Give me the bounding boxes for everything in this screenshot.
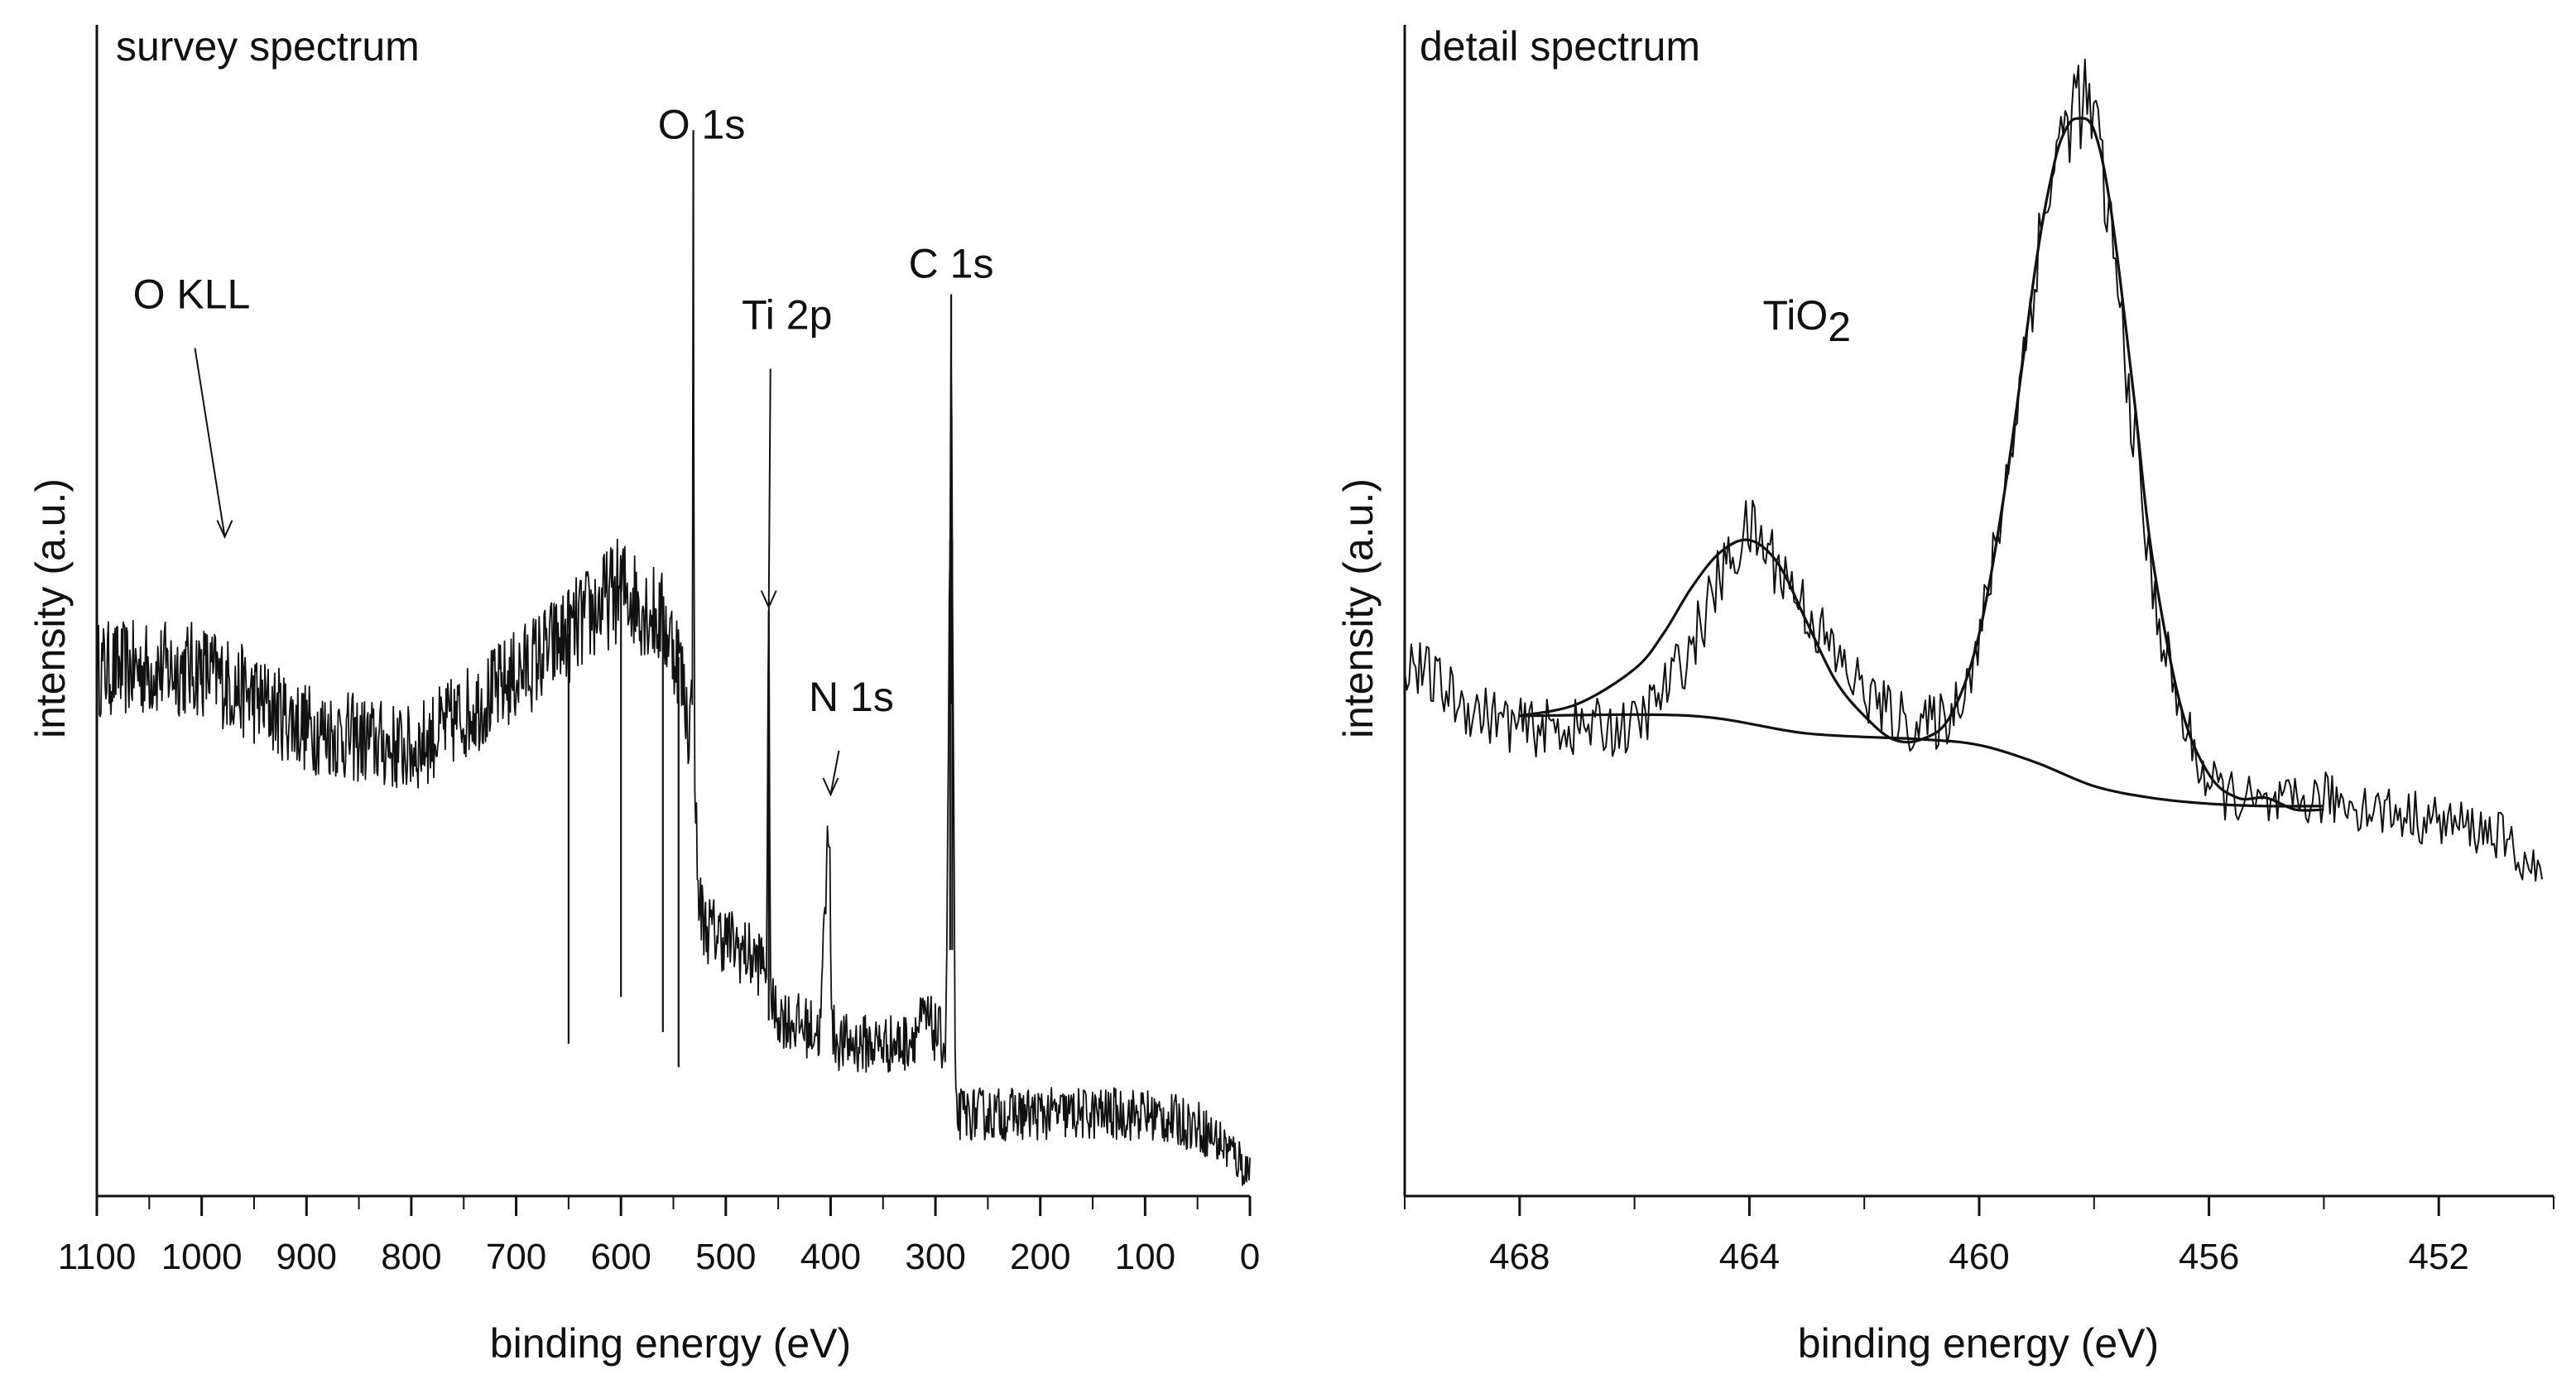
arrow-head [760, 590, 777, 609]
arrow-head [822, 777, 839, 797]
survey-y-label: intensity (a.u.) [27, 478, 74, 738]
annotation-arrow [194, 348, 226, 537]
survey-x-label: binding energy (eV) [490, 1320, 851, 1367]
detail-panel: 468 464 460 456 452 TiO2 detail spectrum bin… [1335, 23, 2554, 1367]
survey-title: survey spectrum [116, 23, 420, 70]
annotation-label: N 1s [809, 674, 894, 720]
survey-line [96, 165, 1251, 1186]
annotation-label: C 1s [909, 240, 994, 286]
detail-annotations: TiO2 [1763, 292, 1852, 350]
x-tick-label: 456 [2179, 1237, 2239, 1277]
detail-y-label: intensity (a.u.) [1335, 478, 1382, 738]
annotation-label: Ti 2p [742, 292, 832, 339]
x-tick-label: 800 [381, 1237, 441, 1277]
survey-ticks: 1100 1000 900 800 700 600 500 400 300 200 100 0 [58, 1196, 1260, 1277]
x-tick-label: 600 [590, 1237, 651, 1277]
detail-ticks: 468 464 460 456 452 [1404, 1196, 2554, 1277]
x-tick-label: 500 [695, 1237, 756, 1277]
x-tick-label: 468 [1489, 1237, 1550, 1277]
x-tick-label: 300 [905, 1237, 965, 1277]
x-tick-label: 700 [486, 1237, 546, 1277]
x-tick-label: 452 [2408, 1237, 2468, 1277]
arrow-head [216, 520, 233, 540]
survey-panel: 1100 1000 900 800 700 600 500 400 300 200 100 0 O K… [27, 23, 1260, 1367]
x-tick-label: 200 [1010, 1237, 1070, 1277]
x-tick-label: 400 [800, 1237, 861, 1277]
x-tick-label: 0 [1240, 1237, 1260, 1277]
x-tick-label: 100 [1115, 1237, 1175, 1277]
measured-line [1404, 58, 2544, 882]
x-tick-label: 464 [1719, 1237, 1780, 1277]
detail-title: detail spectrum [1420, 23, 1700, 70]
fit-line [1519, 117, 2324, 812]
annotation-arrow [829, 750, 840, 795]
x-tick-label: 460 [1949, 1237, 2009, 1277]
annotation-arrow [767, 368, 771, 608]
x-tick-label: 900 [276, 1237, 337, 1277]
detail-series [1404, 58, 2544, 882]
survey-annotations: O KLL O 1s Ti 2p N 1s C 1s [133, 101, 994, 797]
x-tick-label: 1100 [58, 1237, 137, 1277]
annotation-label: O KLL [133, 271, 251, 318]
detail-x-label: binding energy (eV) [1798, 1320, 2159, 1367]
survey-series [96, 130, 1251, 1186]
x-tick-label: 1000 [161, 1237, 243, 1277]
annotation-label: O 1s [658, 101, 746, 147]
annotation-label: TiO2 [1763, 292, 1852, 350]
background-line [1519, 713, 2324, 808]
